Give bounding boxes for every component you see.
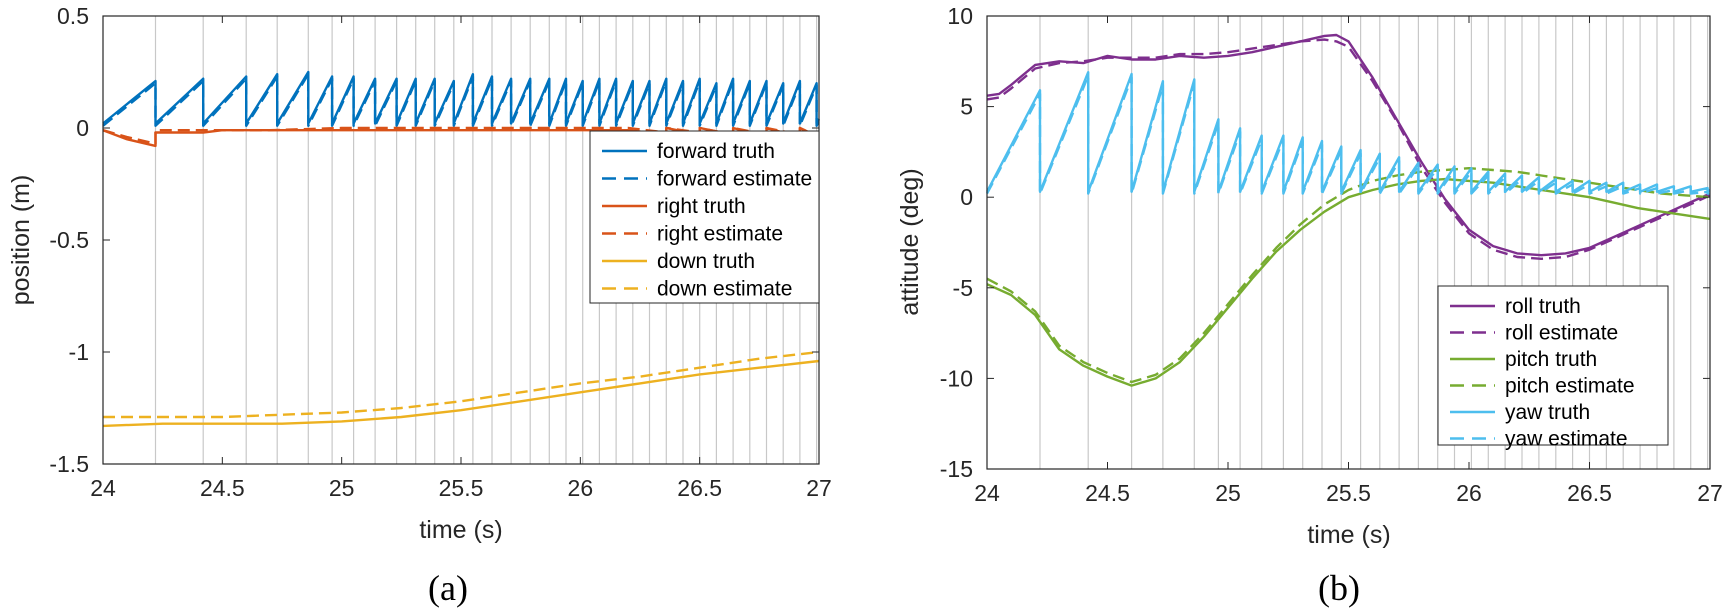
legend-label-b-1: roll estimate	[1505, 322, 1618, 345]
x-tick-label-b-4: 26	[1456, 480, 1482, 506]
y-tick-label-a-0: -1.5	[49, 451, 89, 477]
legend-label-b-4: yaw truth	[1505, 401, 1590, 424]
x-tick-label-a-0: 24	[90, 475, 116, 501]
legend-label-a-4: down truth	[657, 250, 755, 273]
legend-a: forward truth forward estimate right truth…	[589, 130, 820, 304]
legend-b: roll truth roll estimate pitch truth pitch …	[1437, 285, 1669, 451]
y-tick-label-b-0: -15	[940, 456, 973, 482]
series-group-b	[985, 33, 1711, 387]
x-tick-label-b-0: 24	[974, 480, 1000, 506]
x-tick-label-b-6: 27	[1697, 480, 1723, 506]
panel-label-b: (b)	[1318, 568, 1360, 608]
x-tick-label-a-3: 25.5	[439, 475, 484, 501]
x-axis-label-a: time (s)	[419, 516, 502, 544]
y-tick-label-b-4: 5	[960, 94, 973, 120]
series-line-a-down-truth	[102, 359, 820, 428]
legend-label-b-5: yaw estimate	[1505, 428, 1628, 451]
y-axis-label-a: position (m)	[7, 175, 35, 306]
y-tick-label-b-3: 0	[960, 184, 973, 210]
series-line-b-yaw-estimate	[985, 74, 1710, 195]
x-axis-label-b: time (s)	[1307, 521, 1390, 549]
y-axis-label-b: attitude (deg)	[896, 168, 924, 315]
legend-label-a-2: right truth	[657, 195, 746, 218]
y-tick-label-a-1: -1	[69, 339, 89, 365]
legend-box-b	[1437, 285, 1669, 446]
x-tick-label-a-2: 25	[329, 475, 355, 501]
legend-label-b-0: roll truth	[1505, 295, 1581, 318]
legend-box-a	[589, 130, 820, 304]
series-line-a-forward-truth	[102, 70, 821, 125]
series-line-b-roll-estimate	[986, 38, 1711, 260]
y-tick-label-b-2: -5	[953, 275, 973, 301]
panel-a: 24 24.5 25 25.5 26 26.5 27 -1.5 -1 -0.5 0 0.5 time …	[7, 3, 832, 608]
legend-label-a-0: forward truth	[657, 140, 775, 163]
panel-b: 24 24.5 25 25.5 26 26.5 27 -15 -10 -5 0 5 10 time (s…	[896, 3, 1723, 608]
legend-label-a-1: forward estimate	[657, 168, 812, 191]
x-tick-label-b-3: 25.5	[1326, 480, 1371, 506]
x-tick-label-a-1: 24.5	[200, 475, 245, 501]
series-line-a-down-estimate	[103, 350, 820, 419]
legend-label-a-3: right estimate	[657, 223, 783, 246]
legend-label-a-5: down estimate	[657, 278, 792, 301]
series-line-a-right-estimate	[102, 126, 820, 145]
x-tick-label-b-5: 26.5	[1567, 480, 1612, 506]
y-tick-label-a-3: 0	[76, 115, 89, 141]
x-tick-label-a-6: 27	[806, 475, 832, 501]
y-tick-label-b-1: -10	[940, 365, 973, 391]
x-tick-label-a-4: 26	[568, 475, 594, 501]
y-tick-label-a-4: 0.5	[57, 3, 89, 29]
x-tick-label-a-5: 26.5	[677, 475, 722, 501]
legend-label-b-3: pitch estimate	[1505, 375, 1635, 398]
x-tick-label-b-2: 25	[1215, 480, 1241, 506]
y-tick-label-b-5: 10	[947, 3, 973, 29]
legend-label-b-2: pitch truth	[1505, 348, 1597, 371]
ticks-a: 24 24.5 25 25.5 26 26.5 27 -1.5 -1 -0.5 0 0.5	[49, 3, 831, 501]
series-line-b-pitch-truth	[986, 177, 1711, 387]
panel-label-a: (a)	[428, 568, 468, 608]
y-tick-label-a-2: -0.5	[49, 227, 89, 253]
ticks-b: 24 24.5 25 25.5 26 26.5 27 -15 -10 -5 0 5 10	[940, 3, 1723, 506]
x-tick-label-b-1: 24.5	[1085, 480, 1130, 506]
